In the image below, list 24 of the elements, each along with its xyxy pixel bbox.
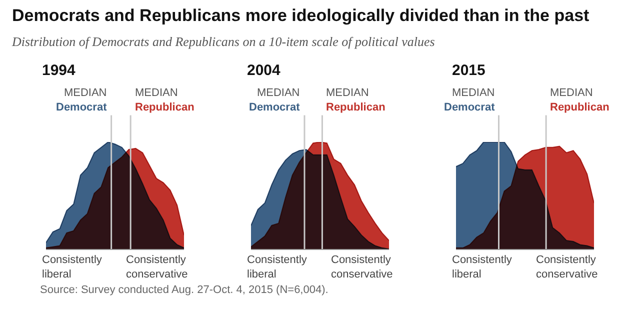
text: Consistently conservative	[536, 254, 598, 280]
text: MEDIAN	[326, 87, 369, 99]
text: Consistently conservative	[331, 254, 393, 280]
source-note: Source: Survey conducted Aug. 27-Oct. 4, 2015 (N=6,004).	[40, 284, 328, 296]
text: Consistently conservative	[126, 254, 188, 280]
text: Consistently liberal	[452, 254, 512, 280]
text: Democrat	[249, 101, 300, 114]
text: MEDIAN	[550, 87, 593, 99]
chart-title: 1994	[42, 62, 76, 80]
text: Republican	[135, 101, 195, 114]
text: Distribution of Democrats and Republicans on a 10-item scale of political values	[12, 34, 435, 50]
chart-title: 2015	[452, 62, 486, 80]
text: Consistently liberal	[42, 254, 102, 280]
text: MEDIAN	[256, 87, 300, 99]
text: MEDIAN	[452, 87, 495, 99]
text: Republican	[326, 101, 386, 114]
chart-title: 2004	[247, 62, 280, 80]
text: Consistently liberal	[247, 254, 308, 280]
text: Democrats and Republicans more ideologically divided than in the past	[12, 6, 590, 26]
text: Democrat	[56, 101, 108, 114]
text: MEDIAN	[135, 87, 178, 99]
text: Republican	[550, 101, 610, 114]
text: MEDIAN	[64, 87, 107, 99]
text: Democrat	[444, 101, 496, 114]
